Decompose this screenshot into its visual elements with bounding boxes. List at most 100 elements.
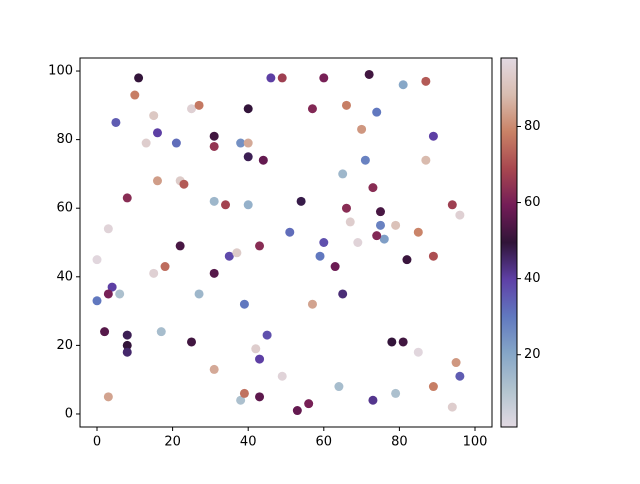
point (111, 117, 121, 127)
point (115, 289, 125, 299)
point (243, 200, 253, 210)
point (364, 69, 374, 79)
x-tick-label: 60 (316, 435, 333, 450)
point (251, 344, 261, 354)
colorbar-tick-label: 60 (524, 195, 541, 210)
point (122, 340, 132, 350)
point (152, 128, 162, 138)
point (194, 289, 204, 299)
point (152, 176, 162, 186)
point (149, 111, 159, 121)
x-tick-label: 20 (164, 435, 181, 450)
point (224, 251, 234, 261)
point (345, 217, 355, 227)
point (277, 371, 287, 381)
point (428, 382, 438, 392)
point (103, 224, 113, 234)
colorbar (500, 57, 518, 428)
point (398, 80, 408, 90)
point (266, 73, 276, 83)
point (421, 76, 431, 86)
point (307, 104, 317, 114)
colorbar-tick-label: 20 (524, 347, 541, 362)
point (103, 392, 113, 402)
y-tick-label: 100 (48, 64, 73, 79)
point (160, 262, 170, 272)
point (319, 238, 329, 247)
point (258, 155, 268, 165)
point (175, 241, 185, 251)
point (315, 251, 325, 261)
point (236, 395, 246, 405)
point (179, 179, 189, 189)
point (402, 255, 412, 265)
point (209, 364, 219, 374)
point (341, 100, 351, 110)
point (243, 152, 253, 162)
point (141, 138, 151, 148)
point (122, 193, 132, 203)
point (338, 169, 348, 179)
x-tick-label: 80 (391, 435, 408, 450)
point (375, 207, 385, 217)
point (130, 90, 140, 100)
point (330, 262, 340, 272)
point (292, 406, 302, 416)
point (428, 131, 438, 141)
point (243, 138, 253, 148)
point (187, 104, 197, 114)
point (122, 347, 132, 357)
point (134, 73, 144, 83)
point (255, 354, 265, 364)
point (209, 268, 219, 278)
x-tick-label: 100 (463, 435, 488, 450)
point (239, 299, 249, 309)
point (413, 347, 423, 357)
x-tick-label: 40 (240, 435, 257, 450)
point (455, 210, 465, 220)
point (100, 327, 110, 337)
colorbar-tick-label: 40 (524, 271, 541, 286)
point (413, 227, 423, 237)
point (372, 107, 382, 117)
y-tick-label: 40 (56, 269, 73, 284)
point (243, 104, 253, 114)
point (398, 337, 408, 347)
point (455, 371, 465, 381)
point (122, 330, 132, 340)
point (391, 220, 401, 230)
point (319, 73, 329, 83)
point (187, 337, 197, 347)
point (447, 200, 457, 210)
point (379, 234, 389, 244)
point (338, 289, 348, 299)
point (236, 138, 246, 148)
point (92, 296, 102, 306)
y-tick-label: 0 (65, 406, 73, 421)
point (428, 251, 438, 261)
point (372, 231, 382, 241)
point (262, 330, 272, 340)
point (353, 238, 363, 247)
point (156, 327, 166, 337)
point (255, 392, 265, 402)
x-tick-label: 0 (93, 435, 101, 450)
point (391, 388, 401, 398)
point (103, 289, 113, 299)
point (375, 220, 385, 230)
point (209, 141, 219, 151)
point (360, 155, 370, 165)
point (357, 124, 367, 134)
point (209, 196, 219, 206)
point (387, 337, 397, 347)
plot-frame (79, 57, 493, 428)
colorbar-tick-label: 80 (524, 119, 541, 134)
point (107, 282, 117, 292)
point (368, 395, 378, 405)
point (304, 399, 314, 409)
point (447, 402, 457, 412)
point (209, 131, 219, 141)
point (296, 196, 306, 206)
point (239, 388, 249, 398)
